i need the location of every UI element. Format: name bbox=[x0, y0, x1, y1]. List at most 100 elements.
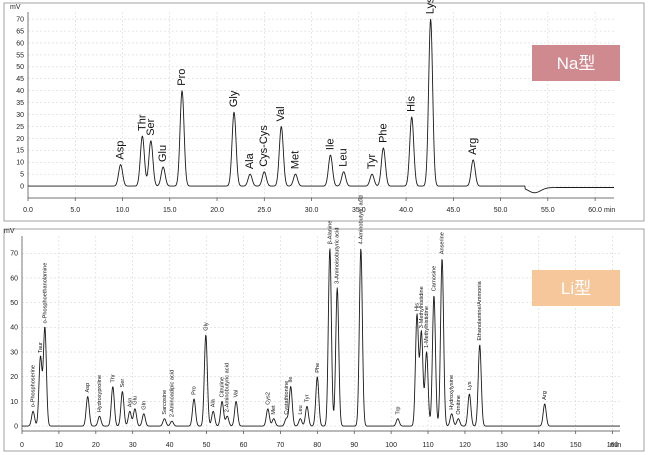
li-peak-label: Cystathionine bbox=[284, 381, 290, 415]
li-x-tick-label: 90 bbox=[350, 442, 358, 449]
na-peak-label: Tyr bbox=[366, 154, 378, 170]
li-peak-label: Hydroxyproline bbox=[97, 375, 103, 412]
na-peak-label: Cys-Cys bbox=[258, 125, 270, 167]
na-peak-label: Ile bbox=[324, 138, 336, 150]
li-peak-label: 3-Aminoisobutyric acid bbox=[335, 228, 341, 284]
na-y-tick-label: 50 bbox=[16, 64, 24, 71]
li-x-tick-label: 160 bbox=[607, 442, 619, 449]
na-badge bbox=[532, 45, 620, 81]
na-y-tick-label: 30 bbox=[16, 112, 24, 119]
na-peak-label: Ala bbox=[244, 152, 256, 169]
na-y-tick-label: 5 bbox=[20, 172, 24, 179]
li-peak-label: o-Phosphoserine bbox=[31, 365, 37, 407]
li-peak-label: Arg bbox=[542, 391, 548, 400]
li-y-tick-label: 70 bbox=[10, 251, 18, 258]
li-peak-label: Ile bbox=[288, 377, 294, 383]
na-peak-label: His bbox=[406, 96, 418, 112]
na-y-tick-label: 20 bbox=[16, 136, 24, 143]
na-peak-label: Glu bbox=[157, 145, 169, 162]
li-y-tick-label: 10 bbox=[10, 399, 18, 406]
li-peak-label: Gln bbox=[141, 401, 147, 410]
li-peak-label: Thr bbox=[110, 374, 116, 383]
li-x-tick-label: 120 bbox=[459, 442, 471, 449]
li-peak-label: Asn bbox=[127, 398, 133, 408]
li-peak-label: Val bbox=[234, 390, 240, 398]
na-y-tick-label: 70 bbox=[16, 17, 24, 24]
na-y-unit-label: mV bbox=[10, 4, 21, 11]
na-y-tick-label: 60 bbox=[16, 40, 24, 47]
li-peak-label: Sarcosine bbox=[162, 390, 168, 415]
li-peak-label: Pro bbox=[192, 386, 198, 395]
na-peak-label: Val bbox=[275, 106, 287, 121]
na-peak-label: Pro bbox=[176, 69, 188, 86]
na-x-tick-label: 40.0 bbox=[399, 207, 413, 214]
li-peak-label: Met bbox=[271, 405, 277, 415]
na-peak-label: Ser bbox=[145, 118, 157, 135]
na-x-tick-label: 50.0 bbox=[494, 207, 508, 214]
li-peak-label: Carnosine bbox=[431, 266, 437, 292]
li-badge-label: Li型 bbox=[561, 279, 591, 298]
li-peak-label: Ethanolamine/Ammonia bbox=[477, 280, 483, 340]
na-peak-label: Arg bbox=[467, 138, 479, 155]
li-x-tick-label: 80 bbox=[313, 442, 321, 449]
na-x-tick-label: 15.0 bbox=[163, 207, 177, 214]
li-peak-label: Trp bbox=[395, 406, 401, 414]
li-y-unit-label: mV bbox=[4, 228, 15, 235]
na-peak-label: Thr bbox=[136, 114, 148, 131]
li-y-tick-label: 40 bbox=[10, 325, 18, 332]
li-peak-label: 2-Aminoadipic acid bbox=[169, 370, 175, 417]
li-peak-label: 1-Methylhistidine bbox=[424, 306, 430, 348]
li-peak-label: Taur bbox=[38, 342, 44, 353]
na-x-tick-label: 20.0 bbox=[210, 207, 224, 214]
li-y-tick-label: 0 bbox=[14, 423, 18, 430]
na-chromatogram-panel: 0 5 10 15 20 25 30 35 40 45 50 55 60 65 70 0.0 5.0 10.0 15… bbox=[3, 0, 645, 222]
li-peak-label: Tyr bbox=[304, 394, 310, 402]
na-y-tick-label: 0 bbox=[20, 183, 24, 190]
na-y-tick-label: 35 bbox=[16, 100, 24, 107]
li-y-tick-label: 20 bbox=[10, 374, 18, 381]
na-peak-label: Phe bbox=[377, 123, 389, 143]
na-peak-label: Gly bbox=[228, 90, 240, 107]
na-x-tick-label: 60.0 bbox=[588, 207, 602, 214]
na-peak-label: Leu bbox=[338, 148, 350, 166]
li-peak-label: 3-Methylhistidine bbox=[419, 286, 425, 328]
li-x-unit-label: min bbox=[610, 442, 621, 449]
li-x-tick-label: 70 bbox=[276, 442, 284, 449]
li-peak-label: Ornitine bbox=[456, 395, 462, 415]
li-trace-line bbox=[21, 248, 621, 427]
na-x-tick-label: 5.0 bbox=[70, 207, 80, 214]
li-x-tick-label: 0 bbox=[20, 442, 24, 449]
li-x-tick-label: 100 bbox=[385, 442, 397, 449]
na-y-tick-label: 55 bbox=[16, 52, 24, 59]
na-trace-line bbox=[27, 18, 615, 194]
li-x-tick-label: 50 bbox=[203, 442, 211, 449]
na-x-tick-label: 25.0 bbox=[257, 207, 271, 214]
li-x-tick-label: 150 bbox=[570, 442, 582, 449]
na-y-tick-label: 40 bbox=[16, 88, 24, 95]
na-peak-label: Met bbox=[289, 151, 301, 169]
li-x-tick-label: 10 bbox=[55, 442, 63, 449]
li-peak-label: 2-Aminobutyric acid bbox=[225, 363, 231, 412]
na-badge-label: Na型 bbox=[557, 54, 596, 73]
li-x-tick-label: 30 bbox=[129, 442, 137, 449]
na-panel-frame bbox=[3, 2, 645, 222]
li-peak-label: Asp bbox=[85, 383, 91, 393]
li-peak-label: His bbox=[414, 303, 420, 311]
li-x-tick-label: 140 bbox=[533, 442, 545, 449]
li-peak-label: Anserine bbox=[440, 232, 446, 254]
na-peak-label: Lys bbox=[425, 0, 437, 14]
li-peak-label: Hydroxylysine bbox=[449, 375, 455, 410]
li-y-tick-label: 50 bbox=[10, 300, 18, 307]
li-peak-label: Phe bbox=[315, 363, 321, 373]
na-y-tick-label: 15 bbox=[16, 148, 24, 155]
li-peak-label: Ser bbox=[120, 379, 126, 388]
na-x-unit-label: min bbox=[604, 207, 615, 214]
li-peak-label: o-Phosphoethanolamine bbox=[42, 263, 48, 324]
li-x-tick-label: 40 bbox=[166, 442, 174, 449]
na-x-tick-label: 55.0 bbox=[541, 207, 555, 214]
li-x-tick-label: 110 bbox=[422, 442, 433, 449]
li-peak-label: β-Alanine bbox=[327, 221, 333, 245]
li-y-tick-label: 60 bbox=[10, 275, 18, 282]
li-x-tick-label: 130 bbox=[496, 442, 508, 449]
